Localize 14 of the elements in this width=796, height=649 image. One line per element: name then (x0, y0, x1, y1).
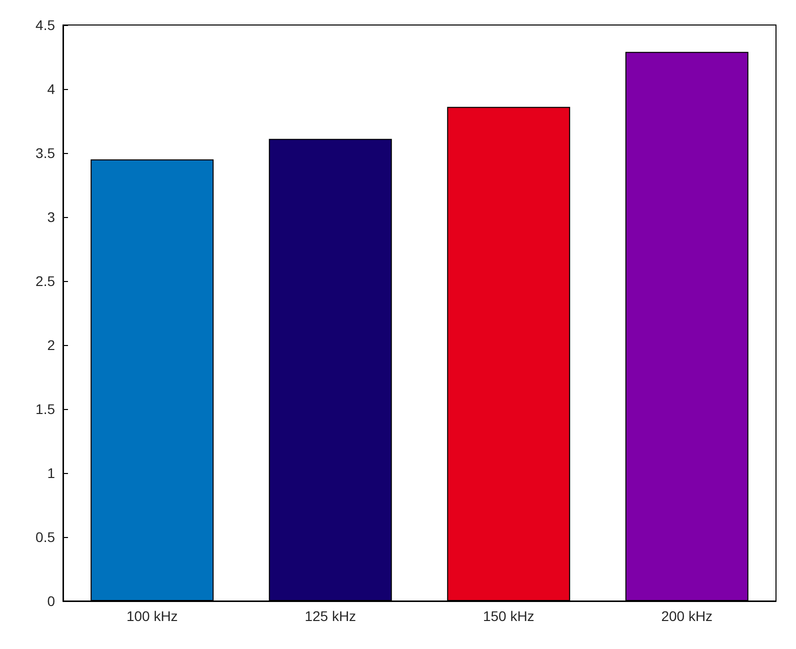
y-tick-label: 0 (47, 593, 56, 609)
y-tick-label: 3 (47, 209, 56, 225)
y-tick-label: 0.5 (36, 529, 56, 545)
x-tick-label: 200 kHz (661, 608, 713, 624)
x-tick-label: 125 kHz (304, 608, 356, 624)
y-tick-label: 1.5 (36, 401, 56, 417)
x-tick-label: 100 kHz (126, 608, 178, 624)
y-tick-label: 4.5 (36, 17, 56, 33)
x-tick-label: 150 kHz (482, 608, 534, 624)
y-tick-label: 1 (47, 465, 56, 481)
y-tick-label: 2.5 (36, 273, 56, 289)
y-tick-label: 4 (47, 81, 56, 97)
y-tick-label: 3.5 (36, 145, 56, 161)
y-tick-label: 2 (47, 337, 56, 353)
